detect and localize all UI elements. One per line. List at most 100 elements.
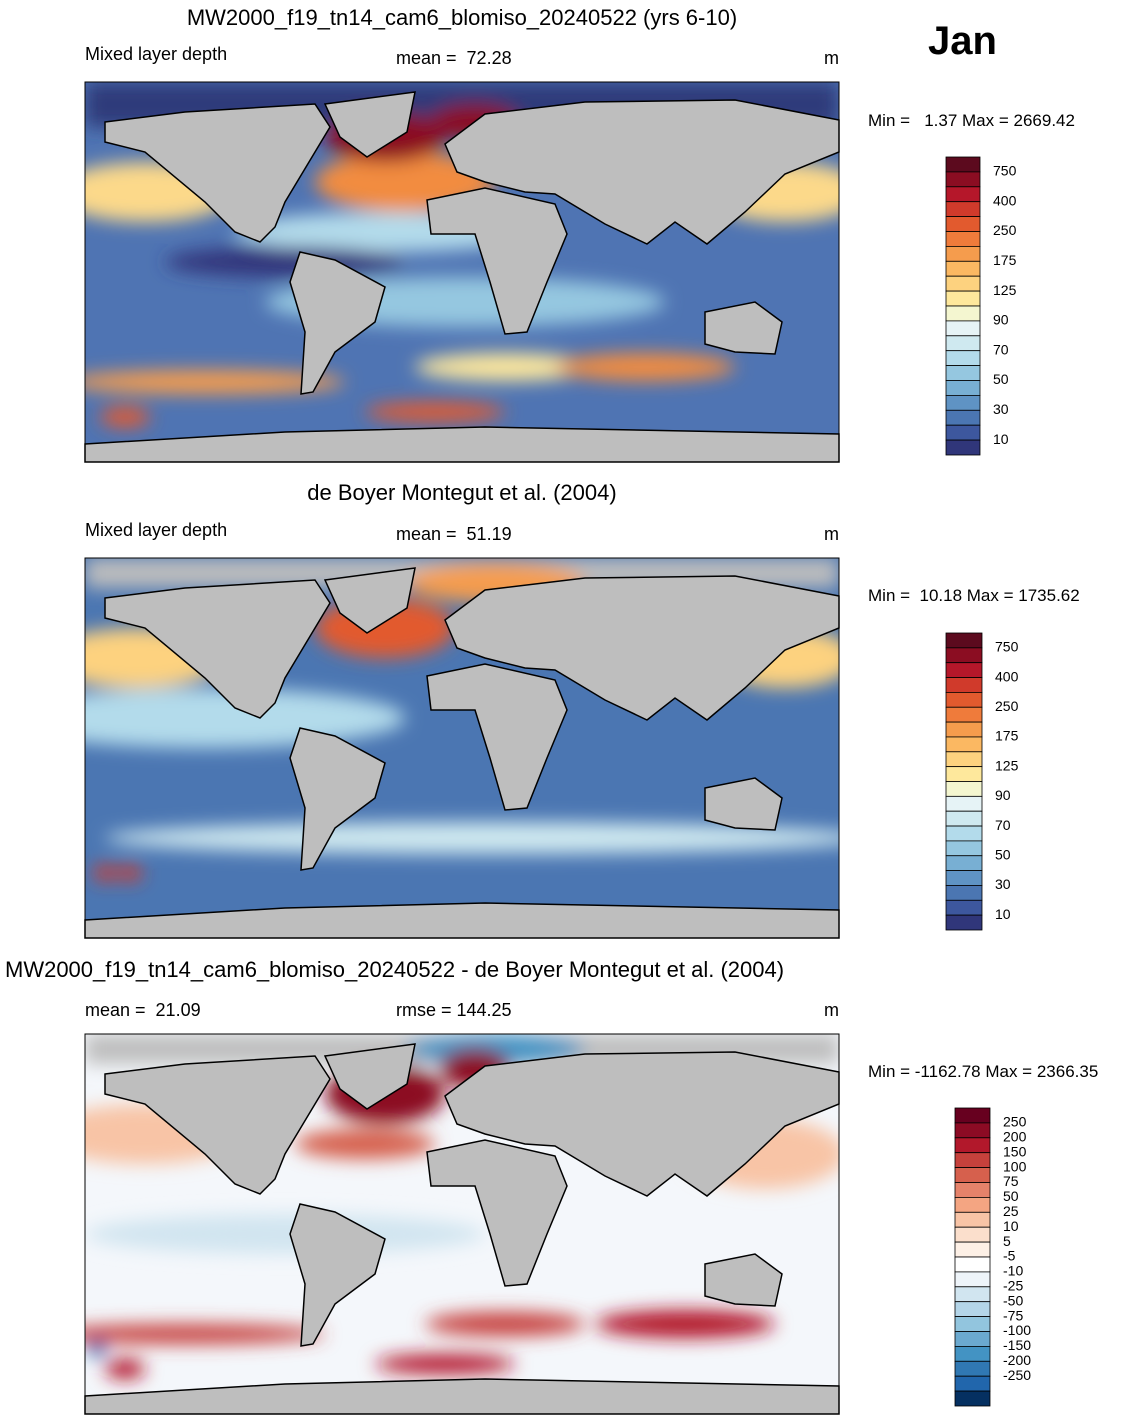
colorbar-box (954, 1375, 991, 1392)
colorbar-box (954, 1211, 991, 1228)
colorbar-box (945, 810, 983, 827)
colorbar-box (945, 305, 981, 322)
colorbar-box (954, 1152, 991, 1168)
colorbar-box (945, 156, 981, 173)
colorbar-box (954, 1167, 991, 1183)
colorbar-box (945, 394, 981, 411)
colorbar-box (945, 245, 981, 262)
colorbar-box (945, 320, 981, 337)
colorbar-label: 10 (1003, 1218, 1019, 1234)
units: m (824, 48, 839, 68)
colorbar-box (954, 1301, 991, 1317)
month-label: Jan (928, 19, 997, 63)
colorbar-label: 250 (1003, 1114, 1027, 1130)
panel-label: Mixed layer depth (85, 44, 227, 64)
colorbar-label: 175 (993, 252, 1017, 268)
colorbar-label: 30 (995, 876, 1011, 892)
panel-stat: rmse = 144.25 (396, 1000, 512, 1020)
colorbar-label: 5 (1003, 1233, 1011, 1249)
colorbar-label: -250 (1003, 1367, 1031, 1383)
colorbar-box (954, 1256, 991, 1273)
colorbar-box (954, 1241, 991, 1258)
panel-stat: mean = 21.09 (85, 1000, 201, 1020)
panel-label: Mixed layer depth (85, 520, 227, 540)
colorbar-label: 50 (1003, 1188, 1019, 1204)
colorbar-label: 70 (993, 341, 1009, 357)
colorbar-label: 50 (995, 846, 1011, 862)
colorbar-box (945, 647, 983, 664)
colorbar-box (954, 1360, 991, 1377)
range: Min = -1162.78 Max = 2366.35 (868, 1062, 1098, 1081)
panel-title: de Boyer Montegut et al. (2004) (307, 480, 616, 505)
colorbar-label: -50 (1003, 1292, 1023, 1308)
colorbar-box (954, 1137, 991, 1154)
units: m (824, 524, 839, 544)
colorbar-box (945, 216, 981, 232)
colorbar-label: 50 (993, 371, 1009, 387)
range: Min = 10.18 Max = 1735.62 (868, 586, 1080, 605)
map (84, 81, 840, 463)
colorbar-box (954, 1226, 991, 1243)
colorbar-label: 750 (993, 163, 1017, 179)
colorbar-box (945, 260, 981, 277)
colorbar-label: -150 (1003, 1337, 1031, 1353)
colorbar-box (945, 424, 981, 441)
colorbar-label: 10 (995, 906, 1011, 922)
colorbar-box (945, 692, 983, 708)
units: m (824, 1000, 839, 1020)
colorbar-label: 30 (993, 401, 1009, 417)
colorbar-box (945, 231, 981, 247)
colorbar-label: 10 (993, 431, 1009, 447)
colorbar-label: 250 (995, 698, 1019, 714)
colorbar-label: 750 (995, 639, 1019, 655)
colorbar-box (945, 825, 983, 842)
panel-stat: mean = 72.28 (396, 48, 512, 68)
colorbar-box (954, 1122, 991, 1139)
colorbar-label: 90 (993, 312, 1009, 328)
colorbar-label: 100 (1003, 1158, 1027, 1174)
colorbar-box (945, 677, 983, 693)
colorbar-label: -5 (1003, 1248, 1016, 1264)
colorbar-label: -100 (1003, 1322, 1031, 1338)
colorbar-box (945, 706, 983, 723)
colorbar-box (945, 721, 983, 738)
colorbar-label: -25 (1003, 1278, 1023, 1294)
colorbar-box (945, 662, 983, 678)
colorbar-box (945, 632, 983, 649)
colorbar-box (945, 781, 983, 797)
colorbar-label: -200 (1003, 1352, 1031, 1368)
colorbar-label: 250 (993, 222, 1017, 238)
colorbar-label: 90 (995, 787, 1011, 803)
colorbar-box (954, 1107, 991, 1124)
colorbar-box (945, 736, 983, 753)
colorbar-box (945, 439, 981, 456)
colorbar-box (945, 290, 981, 307)
colorbar-label: 125 (995, 757, 1019, 773)
map (84, 1033, 840, 1415)
colorbar-box (954, 1331, 991, 1347)
colorbar-box (954, 1316, 991, 1332)
colorbar-box (945, 275, 981, 292)
colorbar-box (945, 855, 983, 872)
colorbar-label: 175 (995, 728, 1019, 744)
colorbar-label: 125 (993, 282, 1017, 298)
colorbar-box (954, 1346, 991, 1362)
panel-stat: mean = 51.19 (396, 524, 512, 544)
colorbar-box (945, 766, 983, 782)
colorbar-box (945, 899, 983, 916)
colorbar-box (945, 795, 983, 812)
panel-title: MW2000_f19_tn14_cam6_blomiso_20240522 (y… (187, 5, 737, 30)
colorbar-box (954, 1390, 991, 1407)
colorbar-label: 400 (993, 192, 1017, 208)
colorbar-box (954, 1286, 991, 1303)
colorbar-box (945, 840, 983, 857)
colorbar-label: 25 (1003, 1203, 1019, 1219)
colorbar-box (945, 186, 981, 203)
colorbar-box (945, 201, 981, 217)
colorbar-box (945, 350, 981, 367)
colorbar-label: 150 (1003, 1143, 1027, 1159)
colorbar-box (945, 885, 983, 901)
colorbar-label: 200 (1003, 1129, 1027, 1145)
colorbar-label: 75 (1003, 1173, 1019, 1189)
colorbar-box (945, 335, 981, 352)
